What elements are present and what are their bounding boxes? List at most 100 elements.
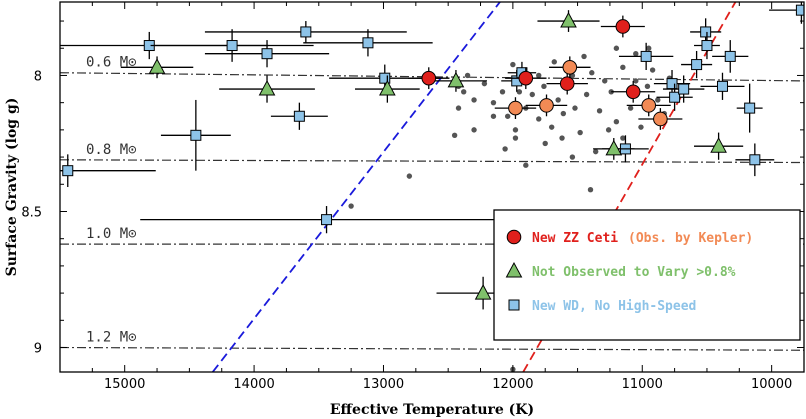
legend-label: Not Observed to Vary >0.8%	[532, 265, 736, 280]
comparison-dot	[516, 89, 523, 95]
comparison-dot	[605, 127, 612, 133]
square-marker	[226, 40, 238, 52]
comparison-dot	[649, 67, 656, 73]
square-marker	[300, 26, 312, 38]
square-marker	[701, 40, 713, 52]
square-marker	[700, 26, 712, 38]
comparison-dot	[613, 45, 620, 51]
comparison-dot	[555, 97, 561, 103]
comparison-dot	[644, 83, 651, 90]
circle-marker	[518, 70, 534, 86]
comparison-dot	[502, 146, 508, 152]
circle-marker	[562, 59, 578, 75]
comparison-dot	[646, 45, 652, 51]
comparison-dot	[348, 203, 354, 209]
mass-track-label: 1.2 M⊙	[86, 330, 137, 346]
comparison-dot	[560, 110, 567, 117]
comparison-dot	[589, 70, 595, 76]
square-marker	[666, 78, 678, 90]
comparison-dot	[481, 80, 488, 87]
comparison-dot	[587, 187, 594, 193]
comparison-dot	[655, 97, 661, 103]
comparison-dot	[620, 64, 626, 70]
comparison-dot	[406, 173, 413, 179]
comparison-dot	[581, 53, 587, 60]
triangle-marker	[710, 137, 727, 153]
comparison-dot	[596, 108, 603, 114]
comparison-dot	[529, 91, 535, 98]
comparison-dot	[633, 50, 639, 57]
comparison-dot	[572, 105, 578, 111]
triangle-marker	[447, 71, 465, 88]
square-marker	[508, 299, 520, 311]
comparison-dot	[542, 140, 548, 147]
legend-box	[493, 209, 801, 341]
x-tick-label: 11000	[622, 377, 663, 392]
comparison-dot	[577, 129, 583, 136]
square-marker	[62, 165, 74, 177]
square-marker	[379, 72, 391, 84]
comparison-dot	[464, 72, 471, 79]
comparison-dot	[504, 113, 511, 119]
square-marker	[724, 50, 736, 62]
square-marker	[640, 50, 652, 62]
blue-edge-line	[211, 2, 501, 372]
legend-label: New ZZ Ceti	[532, 231, 618, 246]
comparison-dot	[536, 116, 542, 122]
square-marker	[744, 102, 756, 114]
comparison-dot	[559, 135, 565, 141]
circle-marker	[653, 111, 668, 127]
comparison-dot	[620, 135, 626, 141]
circle-marker	[615, 19, 631, 34]
mass-track-line	[60, 159, 804, 164]
comparison-dot	[627, 105, 634, 111]
y-tick-label: 8	[34, 69, 42, 84]
triangle-marker	[605, 139, 623, 156]
comparison-dot	[455, 105, 462, 111]
square-marker	[261, 48, 273, 60]
circle-marker	[508, 100, 523, 116]
plot-frame	[59, 1, 805, 373]
comparison-dot	[490, 99, 497, 106]
comparison-dot	[461, 89, 467, 95]
square-marker	[691, 59, 703, 71]
comparison-dot	[592, 148, 599, 155]
comparison-dot	[512, 135, 519, 141]
axis-ticks: 15000 14000 13000 12000 11000 10000 8 8.5 9	[21, 2, 805, 392]
comparison-dot	[551, 59, 557, 65]
triangle-marker	[505, 261, 523, 278]
mass-track-label: 0.6 M⊙	[86, 55, 137, 71]
comparison-dot	[471, 97, 477, 103]
triangle-marker	[560, 11, 577, 28]
square-marker	[678, 83, 690, 95]
circle-marker	[506, 229, 522, 245]
comparison-dot	[638, 124, 644, 130]
y-axis-label: Surface Gravity (log g)	[4, 98, 20, 277]
mass-track-label: 0.8 M⊙	[86, 142, 137, 158]
x-tick-label: 10000	[751, 377, 792, 392]
comparison-dot	[602, 78, 608, 84]
circle-marker	[421, 70, 437, 86]
comparison-dot	[583, 91, 590, 98]
mass-track-line	[60, 72, 804, 82]
triangle-marker	[379, 79, 396, 96]
comparison-dot	[569, 154, 576, 160]
x-tick-label: 14000	[233, 377, 274, 392]
legend: New ZZ Ceti (Obs. by Kepler) Not Observed …	[493, 209, 801, 341]
square-marker	[669, 91, 681, 103]
x-tick-label: 15000	[104, 377, 145, 392]
x-axis-label: Effective Temperature (K)	[330, 402, 534, 418]
square-marker	[716, 80, 728, 92]
x-tick-label: 13000	[363, 377, 404, 392]
circle-marker	[559, 76, 575, 91]
comparison-dot	[613, 119, 620, 125]
square-marker	[321, 214, 333, 226]
square-marker	[362, 37, 374, 49]
comparison-dot	[510, 61, 516, 68]
triangle-marker	[148, 58, 166, 74]
circle-marker	[625, 84, 641, 100]
triangle-marker	[474, 284, 492, 300]
comparison-dot	[512, 127, 519, 133]
square-marker	[190, 129, 202, 141]
